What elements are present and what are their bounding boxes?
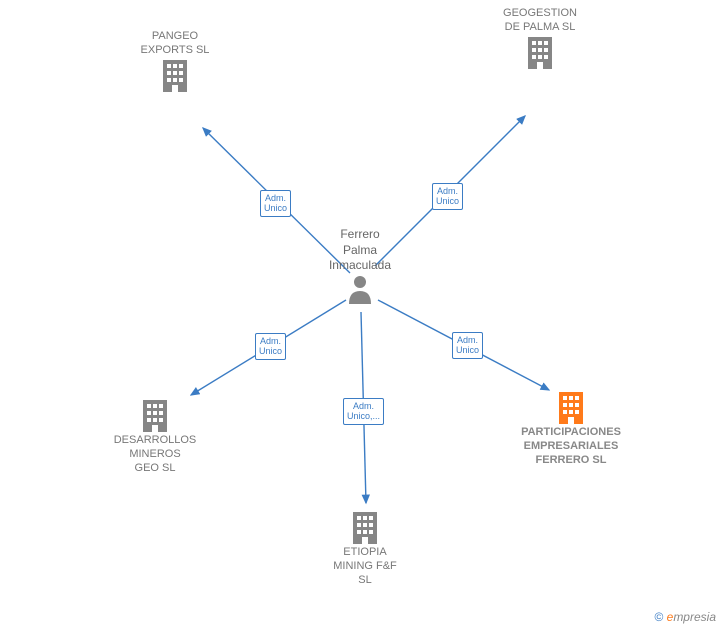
- building-icon: [139, 398, 171, 434]
- brand-name: empresia: [667, 610, 716, 624]
- center-node: FerreroPalmaInmaculada: [310, 227, 410, 304]
- node-label: GEOGESTIONDE PALMA SL: [470, 7, 610, 35]
- edge-label: Adm.Unico: [432, 183, 463, 210]
- org-diagram: FerreroPalmaInmaculada PANGEOEXPORTS SL …: [0, 0, 728, 630]
- edge-label: Adm.Unico: [255, 333, 286, 360]
- edge-label: Adm.Unico,...: [343, 398, 384, 425]
- node-participaciones: PARTICIPACIONESEMPRESARIALESFERRERO SL: [501, 390, 641, 467]
- center-label: FerreroPalmaInmaculada: [310, 227, 410, 274]
- node-label: PARTICIPACIONESEMPRESARIALESFERRERO SL: [501, 426, 641, 467]
- building-icon: [555, 390, 587, 426]
- building-icon: [524, 35, 556, 71]
- edge-label: Adm.Unico: [452, 332, 483, 359]
- building-icon: [349, 510, 381, 546]
- node-label: DESARROLLOSMINEROSGEO SL: [85, 434, 225, 475]
- edge-label: Adm.Unico: [260, 190, 291, 217]
- node-label: ETIOPIAMINING F&FSL: [295, 546, 435, 587]
- building-icon: [159, 58, 191, 94]
- node-etiopia: ETIOPIAMINING F&FSL: [295, 510, 435, 587]
- node-label: PANGEOEXPORTS SL: [105, 30, 245, 58]
- node-desarrollos: DESARROLLOSMINEROSGEO SL: [85, 398, 225, 475]
- person-icon: [347, 274, 373, 304]
- node-geogestion: GEOGESTIONDE PALMA SL: [470, 7, 610, 71]
- node-pangeo: PANGEOEXPORTS SL: [105, 30, 245, 94]
- footer-credit: © empresia: [654, 610, 716, 624]
- copyright-symbol: ©: [654, 610, 663, 624]
